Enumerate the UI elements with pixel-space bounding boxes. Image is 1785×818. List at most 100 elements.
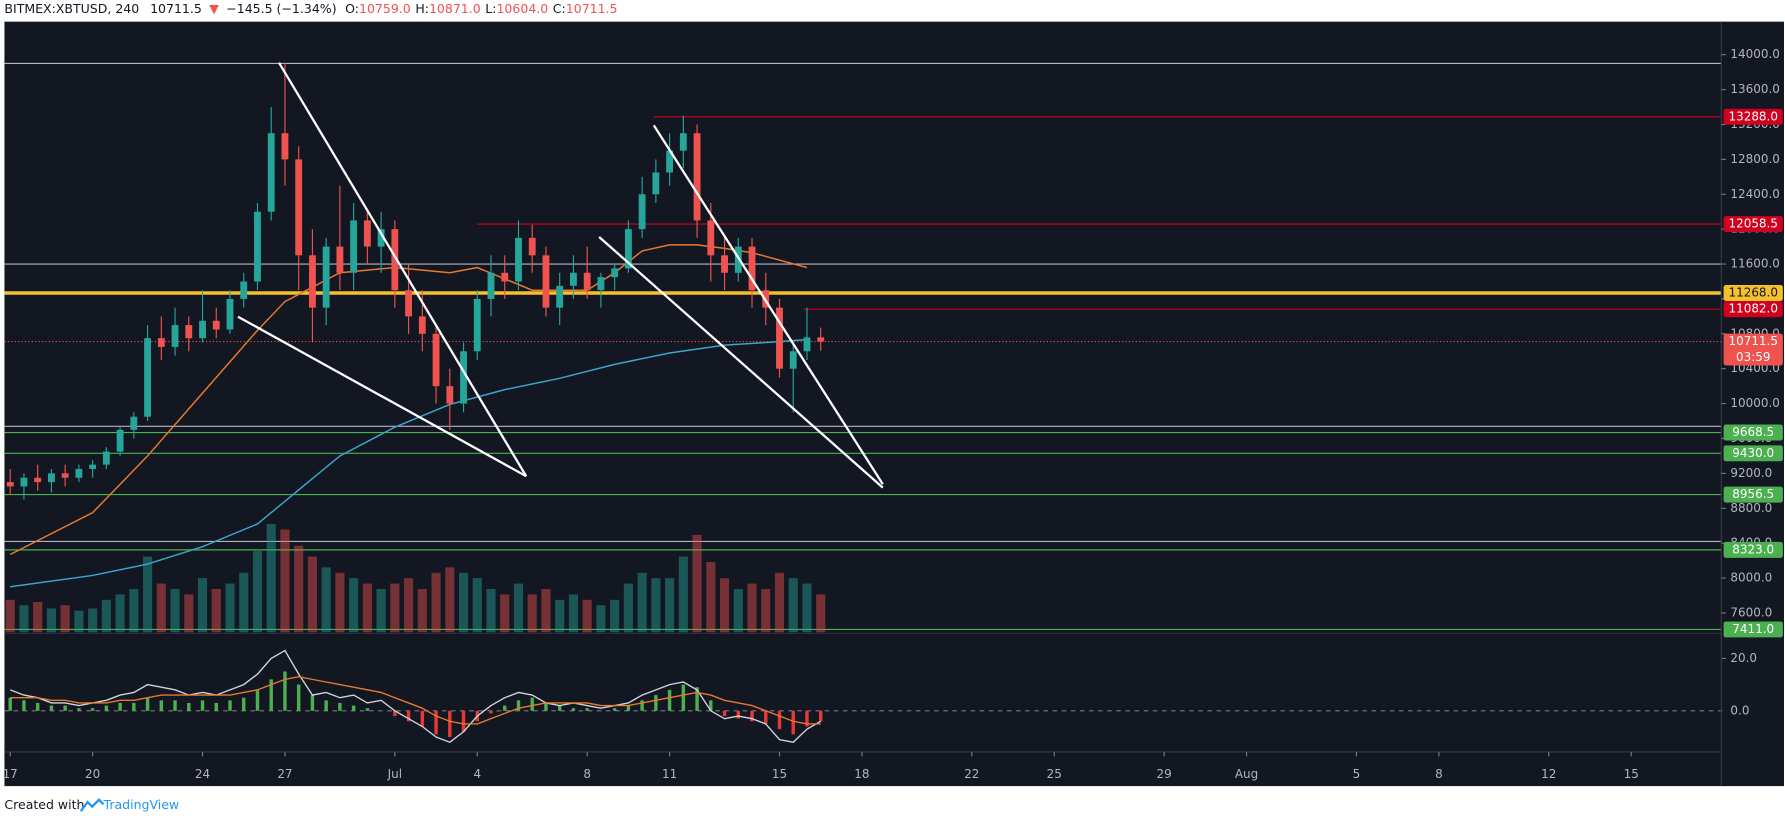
histogram-bar (736, 710, 740, 719)
histogram-bar (132, 702, 136, 711)
candle-body (666, 150, 674, 173)
volume-bar (115, 594, 125, 633)
candle-body (473, 298, 481, 352)
level-tag (1723, 486, 1783, 503)
volume-bar (101, 599, 111, 633)
trendlines (237, 62, 884, 489)
histogram-bar (406, 710, 411, 722)
x-tick-label: 20 (85, 767, 100, 781)
histogram-bar (434, 710, 438, 735)
histogram-bar (324, 700, 328, 711)
histogram-bar (269, 679, 273, 711)
candle-body (460, 351, 467, 404)
trendline (652, 124, 884, 485)
level-tag (1723, 621, 1783, 638)
symbol: BITMEX:XBTUSD, 240 (4, 1, 139, 16)
histogram-bar (571, 708, 576, 711)
volume-bar (706, 561, 716, 633)
moving-averages (9, 244, 808, 588)
header: BITMEX:XBTUSD, 240 10711.5 ▼ −145.5 (−1.… (4, 1, 617, 16)
candle-body (638, 194, 646, 230)
level-label: 7411.0 (1732, 622, 1774, 636)
ohlc-label: O: (345, 1, 359, 16)
volume-bar (692, 534, 702, 633)
x-tick-label: Aug (1235, 767, 1258, 781)
volume-bar (555, 599, 565, 633)
volume (5, 524, 826, 633)
candle-body (322, 246, 330, 308)
candle-body (20, 477, 28, 487)
candle-body (515, 237, 522, 282)
x-tick-label: 5 (1353, 767, 1361, 781)
histogram-bar (791, 710, 795, 735)
candle-body (528, 237, 536, 256)
volume-bar (390, 583, 400, 633)
indicator-tick-label: 20.0 (1730, 651, 1757, 665)
level-tag (1723, 108, 1783, 125)
volume-bar (211, 589, 221, 633)
volume-bar (46, 608, 56, 633)
histogram-bar (283, 671, 287, 711)
histogram-bar (187, 702, 191, 711)
footer-brand[interactable]: TradingView (103, 797, 180, 812)
y-tick-label: 8800.0 (1730, 501, 1772, 515)
candle-body (693, 133, 701, 221)
x-tick-label: 18 (854, 767, 869, 781)
histogram-bar (365, 708, 370, 711)
volume-bar (60, 605, 70, 633)
histogram-bar (242, 697, 246, 711)
level-tag (1723, 445, 1783, 462)
candle-body (254, 211, 261, 282)
level-tag (1723, 216, 1783, 233)
footer-text: Created with (4, 797, 84, 812)
volume-bar (266, 524, 276, 633)
candle-body (295, 159, 303, 256)
price-lines (4, 62, 1722, 630)
x-tick-label: 15 (1624, 767, 1639, 781)
histogram-bar (805, 710, 809, 727)
level-tag (1723, 301, 1783, 318)
candle-body (446, 386, 454, 404)
volume-bar (88, 608, 98, 633)
volume-bar (376, 589, 386, 633)
trendline (598, 236, 884, 489)
volume-bar (129, 589, 139, 633)
candle-body (144, 338, 151, 417)
volume-bar (225, 583, 235, 633)
candle-body (116, 429, 124, 452)
candle-body (171, 325, 179, 347)
volume-bar (307, 556, 317, 633)
volume-bar (5, 599, 15, 633)
volume-bar (349, 578, 359, 633)
candle-body (6, 482, 14, 487)
histogram-bar (104, 705, 109, 711)
volume-bar (623, 583, 633, 633)
volume-bar (568, 594, 578, 633)
volume-bar (239, 572, 249, 633)
moving-average (10, 338, 808, 588)
y-tick-label: 11600.0 (1730, 257, 1779, 271)
candle-body (432, 333, 440, 387)
volume-bar (651, 578, 661, 633)
x-tick-label: 17 (3, 767, 18, 781)
candle-body (817, 337, 825, 342)
y-tick-label: 12400.0 (1730, 187, 1779, 201)
candle-body (679, 133, 687, 151)
x-tick-label: 27 (277, 767, 292, 781)
histogram-bar (420, 710, 425, 727)
footer: Created with TradingView (4, 797, 179, 812)
histogram-bar (448, 710, 452, 737)
volume-bar (472, 578, 482, 633)
histogram-bar (722, 710, 727, 717)
x-tick-label: 8 (1435, 767, 1443, 781)
moving-average (9, 244, 808, 556)
histogram-bar (667, 689, 672, 711)
ohlc-label: L: (485, 1, 496, 16)
volume-bar (445, 567, 455, 633)
volume-bar (774, 572, 785, 633)
level-label: 12058.5 (1729, 217, 1778, 231)
histogram-bar (695, 687, 699, 711)
volume-bar (404, 578, 414, 633)
candle-body (624, 229, 632, 269)
candle-body (652, 172, 660, 195)
